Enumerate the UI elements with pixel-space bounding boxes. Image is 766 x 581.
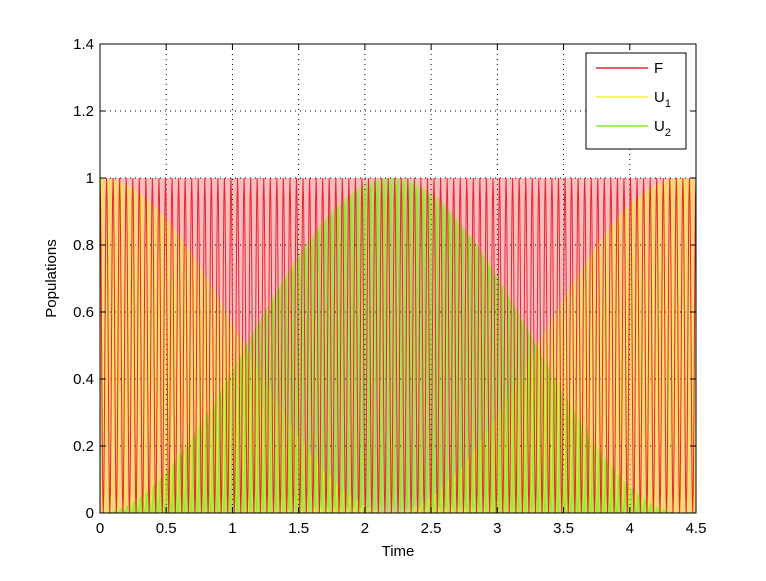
legend-label-subscript: 2 — [665, 127, 671, 139]
x-tick-label: 1 — [228, 520, 236, 537]
x-tick-label: 4.5 — [686, 520, 707, 537]
x-tick-label: 2 — [361, 520, 369, 537]
legend-label-base: U — [654, 118, 665, 135]
axes-box — [99, 43, 697, 514]
x-tick-label: 1.5 — [288, 520, 309, 537]
y-axis-label: Populations — [43, 239, 60, 317]
legend-label-base: U — [654, 89, 665, 106]
y-tick-label: 1 — [86, 170, 94, 187]
legend-label: F — [654, 60, 663, 77]
legend-label-subscript: 1 — [665, 98, 671, 110]
legend-label: U2 — [654, 118, 671, 139]
x-tick-label: 3.5 — [553, 520, 574, 537]
legend-label: U1 — [654, 89, 671, 110]
x-tick-label: 0.5 — [156, 520, 177, 537]
y-tick-label: 0.8 — [73, 237, 94, 254]
y-tick-label: 0.6 — [73, 304, 94, 321]
x-tick-label: 3 — [493, 520, 501, 537]
axis-ticks — [99, 43, 697, 514]
u2-band-fill — [100, 178, 696, 513]
tick-labels: 0 0.5 1 1.5 2 2.5 3 3.5 4 4.5 0 0.2 0.4 0.6 0.8 1 1.2 1.4 — [73, 36, 706, 537]
y-tick-label: 0.4 — [73, 371, 94, 388]
x-tick-label: 0 — [96, 520, 104, 537]
x-tick-label: 2.5 — [421, 520, 442, 537]
x-tick-label: 4 — [626, 520, 634, 537]
y-tick-label: 0.2 — [73, 438, 94, 455]
legend-box — [585, 52, 687, 150]
series-u2-line — [100, 182, 697, 514]
x-axis-label: Time — [382, 543, 415, 560]
y-tick-label: 1.4 — [73, 36, 94, 53]
y-tick-label: 0 — [86, 505, 94, 522]
y-tick-label: 1.2 — [73, 103, 94, 120]
u1-band-fill — [100, 178, 696, 513]
